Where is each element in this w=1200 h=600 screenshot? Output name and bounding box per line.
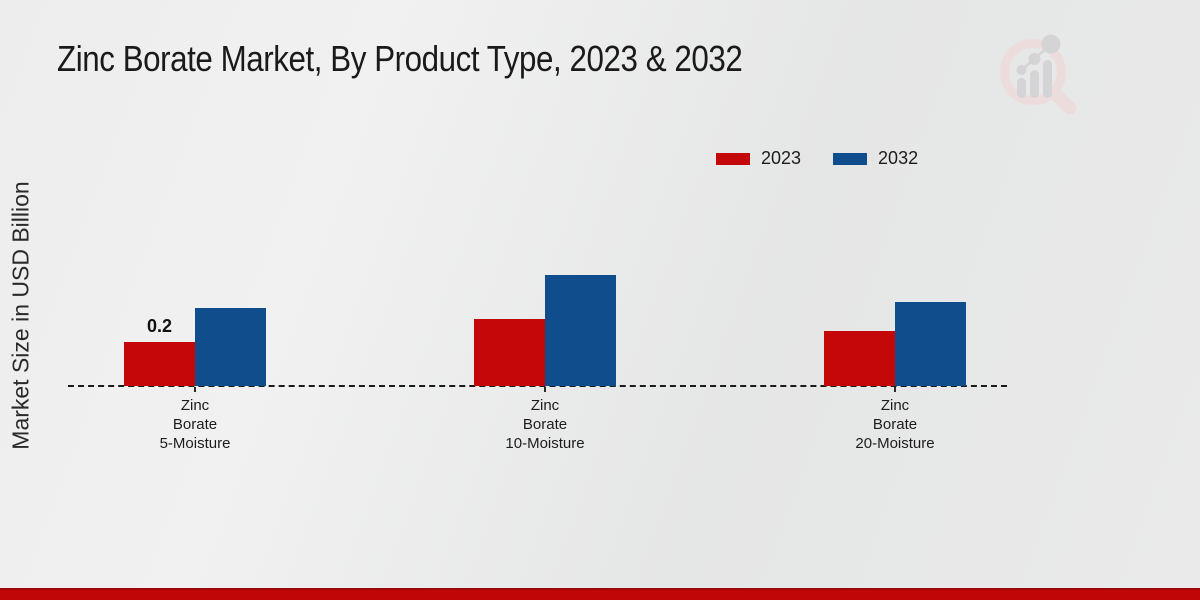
legend-swatch-2032 [833, 152, 868, 165]
market-research-watermark-logo [993, 26, 1085, 115]
legend-label: 2032 [878, 148, 919, 168]
legend-item-2032: 2032 [833, 148, 918, 169]
bar-2023-zinc-borate-5-moisture [124, 341, 195, 386]
bar-2032-zinc-borate-5-moisture [195, 308, 266, 386]
footer-accent-band [0, 588, 1200, 600]
legend-item-2023: 2023 [716, 148, 801, 169]
legend-swatch-2023 [716, 152, 750, 165]
legend-label: 2023 [761, 148, 802, 168]
x-axis-baseline [68, 385, 1007, 387]
bar-2023-zinc-borate-20-moisture [824, 330, 895, 386]
axis-tick [194, 387, 196, 392]
axis-tick [894, 387, 896, 392]
chart-title: Zinc Borate Market, By Product Type, 202… [57, 38, 743, 79]
bar-2032-zinc-borate-20-moisture [895, 301, 966, 386]
magnifier-bar-chart-icon [1000, 34, 1077, 115]
category-label: Zinc Borate 20-Moisture [855, 397, 935, 452]
bar-2032-zinc-borate-10-moisture [545, 275, 616, 386]
axis-tick [544, 387, 546, 392]
category-label: Zinc Borate 10-Moisture [505, 397, 585, 452]
legend: 2023 2032 [716, 148, 918, 169]
category-label: Zinc Borate 5-Moisture [159, 397, 231, 452]
bar-2023-zinc-borate-10-moisture [474, 319, 545, 386]
bar-value-label: 0.2 [146, 315, 173, 336]
